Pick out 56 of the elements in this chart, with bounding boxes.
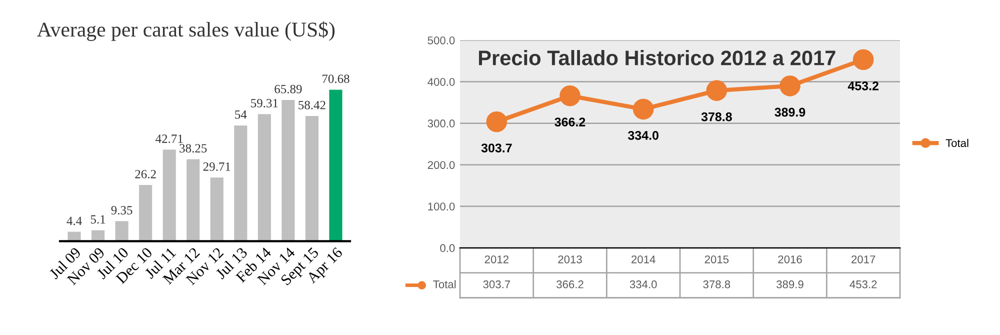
y-tick-label: 500.0	[428, 36, 455, 44]
y-tick-label: 0.0	[440, 244, 455, 252]
data-label: 26.2	[135, 170, 156, 178]
y-tick-label: 200.0	[428, 161, 455, 169]
data-label: 453.2	[850, 280, 877, 288]
bar	[329, 90, 342, 242]
point	[560, 85, 580, 106]
bar	[139, 185, 152, 242]
data-label: 5.1	[90, 215, 106, 224]
x-tick-label: 2015	[704, 255, 729, 264]
point	[706, 80, 728, 101]
point	[780, 76, 800, 96]
data-label: 38.25	[180, 144, 207, 153]
bar	[186, 159, 200, 242]
y-tick-label: 100.0	[428, 202, 455, 210]
bar	[282, 100, 295, 242]
text: 389.9	[774, 108, 806, 117]
data-label: 4.4	[66, 216, 82, 226]
x-tick-label: 2013	[558, 255, 582, 264]
text: 334.0	[628, 130, 658, 140]
data-label: 334.0	[630, 280, 657, 288]
data-label: 303.7	[483, 280, 510, 288]
y-tick-label: 300.0	[428, 120, 455, 128]
y-tick-label: 400.0	[428, 78, 455, 86]
data-label: 58.42	[298, 100, 326, 110]
bar	[234, 125, 248, 242]
data-label: 70.68	[322, 74, 350, 84]
bar	[162, 150, 176, 242]
text: 453.2	[848, 81, 878, 90]
legend-label: Total	[946, 138, 968, 148]
data-label: 54	[235, 110, 247, 119]
point	[632, 98, 654, 120]
data-label: 389.9	[776, 280, 804, 288]
chart-title: Average per carat sales value (US$)	[37, 21, 335, 41]
x-tick-label: 2012	[484, 255, 508, 264]
bar	[305, 116, 319, 242]
text: 366.2	[554, 118, 586, 126]
x-tick-label: 2014	[632, 255, 656, 264]
data-label: 9.35	[111, 206, 132, 215]
data-label: 65.89	[274, 84, 302, 94]
bar	[210, 178, 224, 242]
data-label: 378.8	[703, 280, 730, 288]
bar	[258, 114, 271, 242]
text: 378.8	[701, 112, 732, 122]
x-tick-label: 2017	[852, 255, 876, 264]
data-label: 42.71	[156, 134, 183, 144]
data-label: 59.31	[251, 98, 278, 108]
chart-title: Precio Tallado Historico 2012 a 2017	[478, 50, 836, 66]
data-label: 366.2	[556, 280, 584, 288]
text: Total	[433, 280, 456, 288]
bar	[115, 221, 128, 242]
text: 303.7	[481, 144, 512, 152]
point	[852, 49, 874, 70]
point	[486, 111, 508, 132]
x-tick-label: 2016	[778, 255, 802, 264]
data-label: 29.71	[203, 162, 230, 171]
